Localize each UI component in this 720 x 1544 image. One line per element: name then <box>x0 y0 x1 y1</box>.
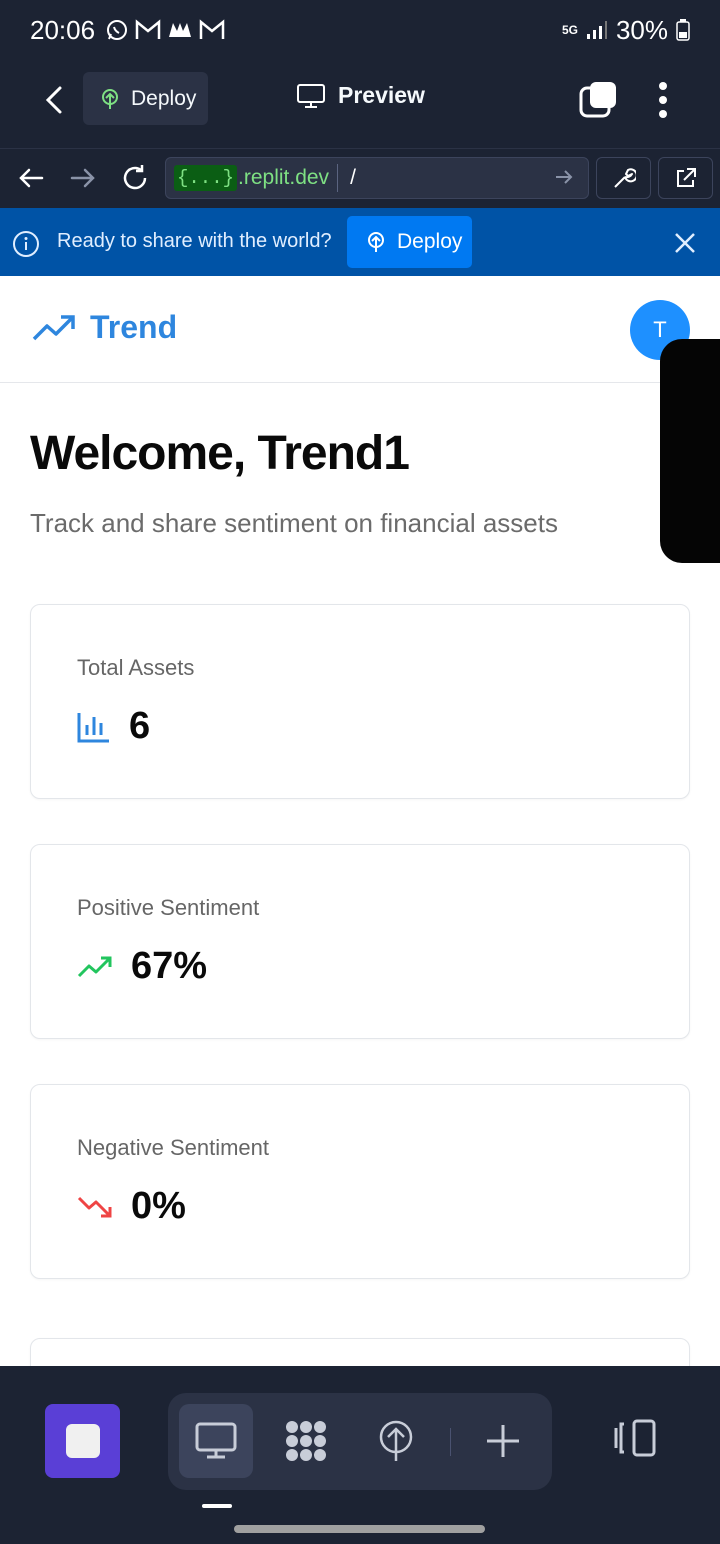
app-notification-icon <box>169 23 192 37</box>
card-value: 6 <box>129 705 151 747</box>
url-separator <box>337 164 339 192</box>
reload-button[interactable] <box>118 161 152 195</box>
preview-tool-button[interactable] <box>179 1404 253 1478</box>
browser-forward-button[interactable] <box>66 161 100 195</box>
stat-card-negative-sentiment: Negative Sentiment 0% <box>30 1084 690 1279</box>
card-label: Total Assets <box>77 655 195 680</box>
card-label: Negative Sentiment <box>77 1135 269 1160</box>
gmail-icon <box>135 19 161 39</box>
url-bar-row: {...} .replit.dev / <box>0 148 720 208</box>
card-value: 0% <box>131 1185 186 1227</box>
toolbar-divider <box>450 1428 451 1456</box>
monitor-icon <box>195 1422 237 1459</box>
bottom-toolbar <box>0 1366 720 1544</box>
chevron-left-icon <box>45 86 62 114</box>
stat-card-partial <box>30 1338 690 1366</box>
deploy-label: Deploy <box>131 86 197 110</box>
deploy-banner: Ready to share with the world? Deploy <box>0 208 720 276</box>
deploy-button[interactable]: Deploy <box>83 72 208 125</box>
banner-text: Ready to share with the world? <box>57 230 332 252</box>
site-header: Trend T <box>0 276 720 383</box>
battery-icon <box>676 19 690 41</box>
trending-up-icon <box>77 956 112 977</box>
url-path: / <box>350 166 356 189</box>
floating-side-panel[interactable] <box>660 339 720 563</box>
plus-icon <box>487 1425 519 1457</box>
web-preview: Trend T Welcome, Trend1 Track and share … <box>0 276 720 1366</box>
active-tab-indicator <box>202 1504 232 1508</box>
url-input[interactable]: {...} .replit.dev / <box>165 157 589 199</box>
go-arrow-icon[interactable] <box>554 167 574 187</box>
home-indicator[interactable] <box>234 1525 485 1533</box>
deploy-tool-button[interactable] <box>359 1404 433 1478</box>
app-bar: Deploy Preview <box>0 60 720 144</box>
logo-name: Trend <box>90 309 178 345</box>
deploy-icon <box>379 1420 413 1461</box>
wrench-icon <box>613 168 636 188</box>
external-link-icon <box>676 168 696 187</box>
welcome-subtitle: Track and share sentiment on financial a… <box>30 508 558 538</box>
gmail-icon <box>199 19 225 39</box>
tabs-icon <box>579 82 616 118</box>
status-time: 20:06 <box>30 14 96 45</box>
ai-agent-button[interactable] <box>269 1404 343 1478</box>
deploy-icon <box>102 88 118 109</box>
url-host-badge: {...} <box>174 165 238 191</box>
page-title: Preview <box>338 82 425 108</box>
network-type: 5G <box>561 22 578 37</box>
more-options-button[interactable] <box>650 78 676 122</box>
status-bar: 20:06 5G 30% <box>0 0 720 60</box>
card-label: Positive Sentiment <box>77 895 260 920</box>
banner-deploy-label: Deploy <box>397 230 463 253</box>
trending-up-icon <box>32 314 75 340</box>
reload-icon <box>123 165 147 190</box>
arrow-left-icon <box>19 168 44 188</box>
split-layout-icon[interactable] <box>612 1418 658 1458</box>
tabs-button[interactable] <box>578 80 618 120</box>
battery-level: 30% <box>615 14 668 45</box>
back-button[interactable] <box>36 80 72 120</box>
arrow-right-icon <box>70 168 95 188</box>
close-icon[interactable] <box>672 230 698 256</box>
stat-card-total-assets: Total Assets 6 <box>30 604 690 799</box>
browser-back-button[interactable] <box>14 161 48 195</box>
monitor-icon <box>297 83 325 108</box>
trending-down-icon <box>77 1196 112 1217</box>
info-icon <box>13 231 39 257</box>
notification-icons <box>105 18 225 42</box>
devtools-button[interactable] <box>596 157 651 199</box>
stat-card-positive-sentiment: Positive Sentiment 67% <box>30 844 690 1039</box>
bar-chart-icon <box>77 712 109 742</box>
url-domain: .replit.dev <box>238 166 330 189</box>
deploy-icon <box>368 232 384 252</box>
stop-icon <box>65 1424 100 1458</box>
signal-icon <box>586 21 607 39</box>
welcome-heading: Welcome, Trend1 <box>30 427 410 480</box>
preview-tab[interactable]: Preview <box>296 82 425 109</box>
whatsapp-icon <box>107 20 128 40</box>
stop-button[interactable] <box>45 1404 120 1478</box>
banner-deploy-button[interactable]: Deploy <box>347 216 472 268</box>
card-value: 67% <box>131 945 208 987</box>
site-logo[interactable]: Trend <box>32 309 177 346</box>
agent-icon <box>286 1421 326 1461</box>
tool-group <box>168 1393 552 1490</box>
add-tool-button[interactable] <box>466 1404 540 1478</box>
open-external-button[interactable] <box>658 157 713 199</box>
